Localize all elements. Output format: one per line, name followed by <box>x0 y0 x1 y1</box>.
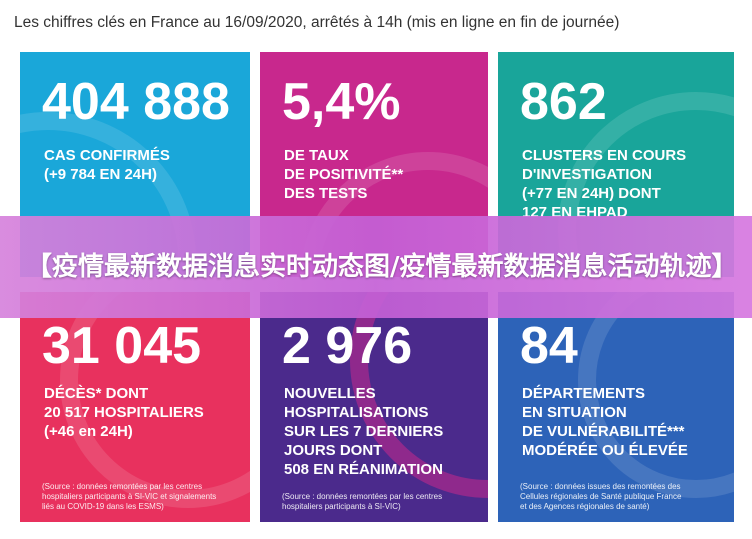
card-label: NOUVELLES HOSPITALISATIONS SUR LES 7 DER… <box>284 385 444 478</box>
card-value: 5,4% <box>282 73 401 131</box>
card-hospitalisations: 2 976 NOUVELLES HOSPITALISATIONS SUR LES… <box>260 292 488 522</box>
card-source: (Source : données remontées par les cent… <box>42 482 217 511</box>
card-deaths: 31 045 DÉCÈS* DONT 20 517 HOSPITALIERS (… <box>20 292 250 522</box>
card-label: CAS CONFIRMÉS (+9 784 EN 24H) <box>44 147 170 183</box>
card-departments: 84 DÉPARTEMENTS EN SITUATION DE VULNÉRAB… <box>498 292 734 522</box>
card-value: 404 888 <box>42 73 230 131</box>
card-label: DÉCÈS* DONT 20 517 HOSPITALIERS (+46 en … <box>44 385 204 440</box>
card-label: DÉPARTEMENTS EN SITUATION DE VULNÉRABILI… <box>522 385 688 459</box>
card-value: 862 <box>520 73 607 131</box>
card-source: (Source : données remontées par les cent… <box>282 492 443 511</box>
card-value: 31 045 <box>42 317 202 375</box>
page-title: Les chiffres clés en France au 16/09/202… <box>14 14 620 31</box>
card-value: 84 <box>520 317 578 375</box>
key-figures-grid: 404 888 CAS CONFIRMÉS (+9 784 EN 24H) 5,… <box>20 52 734 522</box>
banner-title: 【疫情最新数据消息实时动态图/疫情最新数据消息活动轨迹】 <box>26 252 738 282</box>
title-banner: 【疫情最新数据消息实时动态图/疫情最新数据消息活动轨迹】 <box>0 216 752 318</box>
card-value: 2 976 <box>282 317 413 375</box>
card-source: (Source : données issues des remontées d… <box>520 482 682 511</box>
card-label: DE TAUX DE POSITIVITÉ** DES TESTS <box>284 147 404 202</box>
card-label: CLUSTERS EN COURS D'INVESTIGATION (+77 E… <box>522 147 687 221</box>
